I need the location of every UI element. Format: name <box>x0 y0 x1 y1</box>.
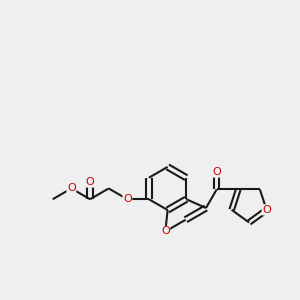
Text: O: O <box>212 167 221 177</box>
Text: O: O <box>123 194 132 204</box>
Text: O: O <box>67 184 76 194</box>
Text: O: O <box>86 177 94 187</box>
Text: O: O <box>161 226 170 236</box>
Text: O: O <box>262 205 271 215</box>
